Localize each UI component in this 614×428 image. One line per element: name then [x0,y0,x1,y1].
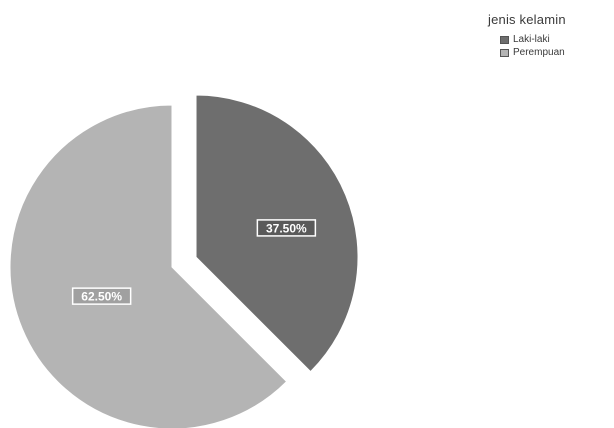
legend-title: jenis kelamin [488,12,566,27]
legend-label-laki-laki: Laki-laki [513,34,550,45]
pie-slice-perempuan [9,104,288,428]
legend-item-perempuan: Perempuan [500,46,566,59]
pie-label-group-laki-laki: 37.50% [256,219,317,237]
pie-label-box-perempuan [71,287,132,305]
legend: jenis kelamin Laki-laki Perempuan [488,12,566,59]
legend-item-laki-laki: Laki-laki [500,33,566,46]
pie-label-perempuan: 62.50% [81,290,122,304]
pie-label-box-laki-laki [256,219,317,237]
pie-label-group-perempuan: 62.50% [71,287,132,305]
pie-label-laki-laki: 37.50% [266,221,307,235]
legend-swatch-laki-laki [500,35,509,44]
legend-label-perempuan: Perempuan [513,47,565,58]
legend-swatch-perempuan [500,48,509,57]
